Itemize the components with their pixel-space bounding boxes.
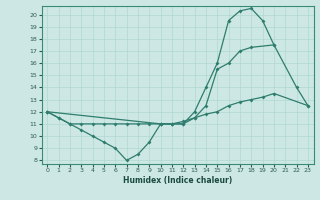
- X-axis label: Humidex (Indice chaleur): Humidex (Indice chaleur): [123, 176, 232, 185]
